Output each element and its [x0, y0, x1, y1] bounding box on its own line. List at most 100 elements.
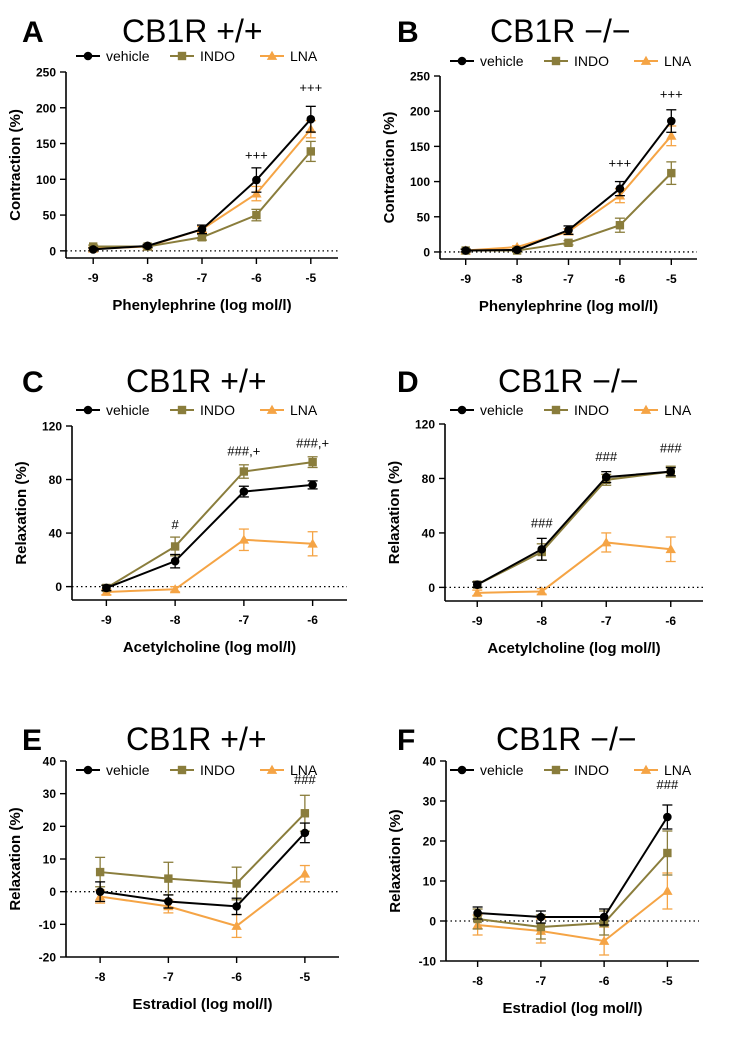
data-point: [663, 812, 672, 822]
data-point: [665, 544, 676, 554]
legend-marker-vehicle: [457, 56, 467, 66]
y-axis-label: Relaxation (%): [13, 461, 30, 564]
series-line-lna: [99, 872, 306, 928]
series-line-indo: [100, 812, 306, 885]
data-point: [170, 556, 180, 566]
data-point: [666, 130, 677, 140]
y-tick-label: 40: [423, 755, 437, 769]
y-axis-label: Contraction (%): [7, 109, 24, 221]
panel-letter: F: [397, 724, 415, 757]
data-point: [169, 584, 181, 594]
legend: vehicle INDO LNA: [450, 402, 692, 418]
x-tick-label: -8: [472, 974, 483, 988]
y-tick-label: 10: [43, 853, 57, 867]
legend-marker-indo: [551, 405, 561, 415]
significance-label: ###: [595, 449, 617, 464]
x-tick-label: -8: [536, 614, 547, 628]
legend-marker-lna: [640, 55, 652, 65]
x-tick-label: -6: [251, 271, 262, 285]
data-point: [615, 184, 625, 193]
y-tick-label: 0: [423, 245, 430, 259]
y-axis-label: Relaxation (%): [387, 809, 404, 912]
y-axis-label: Relaxation (%): [7, 807, 24, 910]
panel-title: CB1R +/+: [122, 13, 263, 49]
data-point: [662, 885, 673, 895]
y-tick-label: 100: [36, 173, 56, 187]
y-tick-label: 50: [417, 210, 431, 224]
data-point: [663, 848, 672, 858]
data-point: [164, 897, 173, 906]
x-tick-label: -7: [536, 974, 547, 988]
panel-title: CB1R −/−: [490, 13, 631, 49]
data-point: [299, 868, 311, 878]
legend-marker-vehicle: [83, 51, 93, 61]
y-tick-label: 10: [423, 875, 437, 889]
data-point: [536, 912, 546, 922]
x-tick-label: -7: [563, 272, 574, 286]
data-point: [307, 538, 318, 548]
legend-label-indo: INDO: [200, 762, 235, 778]
series-line-lna: [477, 890, 668, 943]
x-tick-label: -7: [197, 271, 208, 285]
y-tick-label: 200: [36, 101, 56, 115]
panel-b: B CB1R −/− vehicle INDO LNA 0 50 100 150 200 250 -9…: [381, 13, 697, 315]
y-tick-label: 30: [43, 787, 57, 801]
y-tick-label: 0: [429, 915, 436, 929]
series-line-vehicle: [476, 470, 671, 586]
y-tick-label: 250: [410, 70, 430, 84]
x-axis-label: Phenylephrine (log mol/l): [112, 297, 291, 314]
y-tick-label: 40: [422, 526, 436, 540]
y-tick-label: 250: [36, 66, 56, 80]
legend-label-indo: INDO: [200, 48, 235, 64]
panel-letter: B: [397, 16, 419, 49]
significance-label: ###: [660, 441, 682, 456]
x-tick-label: -6: [231, 970, 242, 984]
data-point: [197, 233, 207, 242]
x-axis-label: Phenylephrine (log mol/l): [479, 298, 658, 315]
data-point: [601, 472, 611, 482]
x-tick-label: -6: [307, 613, 318, 627]
data-point: [251, 188, 262, 198]
y-tick-label: -10: [419, 955, 437, 969]
legend-label-lna: LNA: [664, 402, 692, 418]
data-point: [599, 912, 609, 922]
data-point: [472, 580, 482, 589]
panel-f: F CB1R −/− vehicle INDO LNA -10 0 10 20 30 40 -8 -7 -…: [387, 721, 699, 1017]
data-point: [564, 225, 573, 235]
y-tick-label: 80: [49, 473, 63, 487]
legend-marker-indo: [177, 51, 187, 61]
panel-letter: E: [22, 724, 42, 757]
data-point: [598, 935, 610, 945]
legend-label-indo: INDO: [574, 402, 609, 418]
legend: vehicle INDO LNA: [76, 762, 318, 778]
legend-label-vehicle: vehicle: [480, 53, 524, 69]
data-point: [306, 114, 316, 124]
x-tick-label: -7: [239, 613, 250, 627]
y-tick-label: 120: [415, 418, 435, 432]
panel-title: CB1R +/+: [126, 363, 267, 399]
data-point: [252, 210, 261, 220]
data-point: [239, 467, 249, 476]
series-indo: [101, 456, 318, 593]
legend-marker-lna: [266, 404, 278, 414]
legend-marker-vehicle: [83, 765, 93, 775]
data-point: [238, 534, 250, 544]
data-point: [306, 147, 315, 156]
y-tick-label: 50: [43, 209, 57, 223]
data-point: [88, 245, 98, 254]
x-axis-label: Estradiol (log mol/l): [132, 996, 272, 1013]
y-tick-label: 20: [43, 820, 57, 834]
x-tick-label: -8: [170, 613, 181, 627]
significance-label: +++: [609, 156, 632, 171]
y-tick-label: 0: [49, 244, 56, 258]
legend-marker-vehicle: [457, 765, 467, 775]
series-line-lna: [106, 538, 313, 593]
data-point: [461, 246, 471, 255]
series-line-indo: [476, 470, 671, 586]
legend: vehicle INDO LNA: [450, 53, 692, 69]
series-vehicle: [101, 480, 318, 593]
data-point: [231, 920, 242, 930]
data-point: [308, 480, 317, 490]
data-point: [232, 879, 241, 888]
